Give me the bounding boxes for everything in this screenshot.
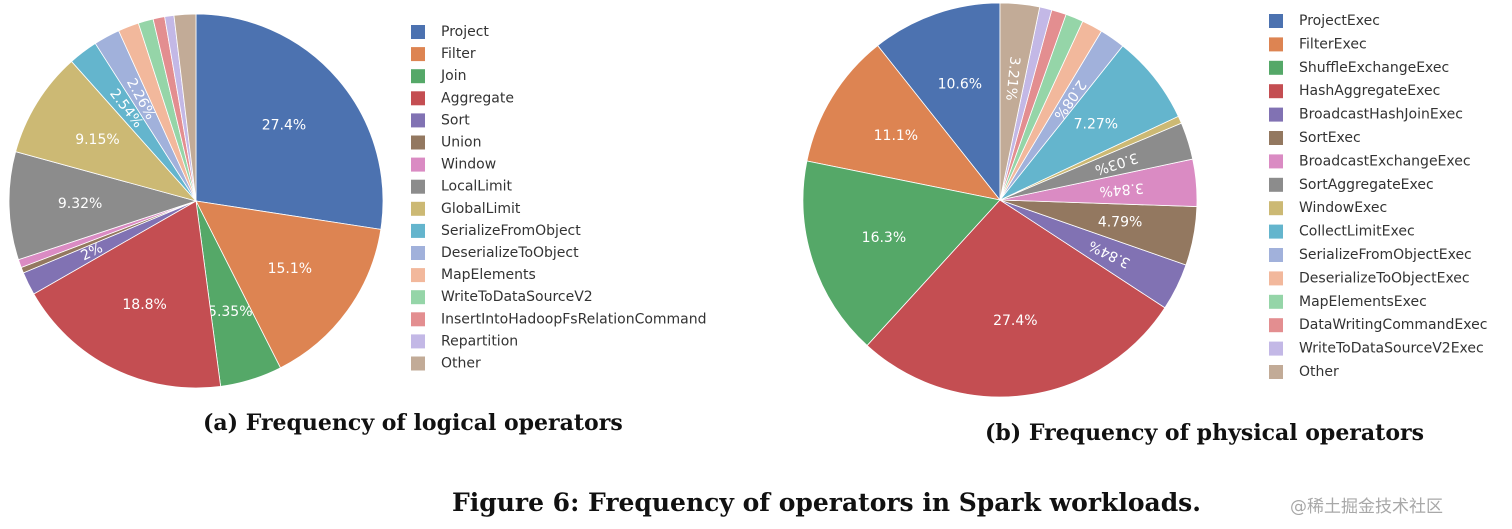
watermark: @稀土掘金技术社区 [1290,497,1443,517]
pie-slice-other [999,2,1041,201]
pie-slice-project [195,13,384,230]
slice-label-sort-exec: 4.79% [1098,214,1142,230]
slice-label-filter-exec: 11.1% [874,128,918,144]
slice-label-filter: 15.1% [268,261,312,277]
legend-swatch-map-elements-exec [1269,294,1283,309]
legend-swatch-broadcast-exchange-exec [1269,154,1283,169]
legend-label-serialize-from-object-exec: SerializeFromObjectExec [1299,247,1472,263]
slice-label-global-limit: 9.15% [75,132,119,148]
slice-label-project-exec: 10.6% [938,77,982,93]
legend-swatch-write-to-data-source-v2-exec [1269,341,1283,356]
legend-swatch-shuffle-exchange-exec [1269,60,1283,75]
pie-slice-hash-aggregate-exec [866,199,1166,398]
pie-slice-local-limit [8,151,198,261]
legend-swatch-union [411,135,425,150]
legend-swatch-global-limit [411,201,425,216]
legend-label-local-limit: LocalLimit [441,179,513,195]
slice-label-collect-limit-exec: 7.27% [1074,116,1118,132]
legend-swatch-filter-exec [1269,37,1283,52]
legend-label-insert-into-hadoop-fs-relation-command: InsertIntoHadoopFsRelationCommand [441,311,707,327]
legend-label-map-elements-exec: MapElementsExec [1299,294,1427,310]
legend-physical-operators: ProjectExec FilterExec ShuffleExchangeExec… [1269,13,1487,380]
legend-swatch-project-exec [1269,14,1283,28]
legend-swatch-map-elements [411,268,425,283]
legend-label-filter-exec: FilterExec [1299,36,1367,52]
pie-slice-shuffle-exchange-exec [802,160,1001,347]
slice-label-shuffle-exchange-exec: 16.3% [862,230,906,246]
legend-swatch-collect-limit-exec [1269,224,1283,239]
subplot-caption-a: (a) Frequency of logical operators [203,410,623,436]
legend-swatch-aggregate [411,91,425,106]
legend-swatch-serialize-from-object [411,223,425,238]
legend-swatch-hash-aggregate-exec [1269,84,1283,99]
legend-label-hash-aggregate-exec: HashAggregateExec [1299,83,1440,99]
legend-label-union: Union [441,135,481,151]
pie-slice-global-limit [15,60,198,202]
pie-slice-other [173,13,197,202]
legend-label-deserialize-to-object-exec: DeserializeToObjectExec [1299,270,1470,286]
legend-label-broadcast-hash-join-exec: BroadcastHashJoinExec [1299,107,1463,123]
legend-label-global-limit: GlobalLimit [441,201,521,217]
slice-label-project: 27.4% [262,118,306,134]
subplot-caption-b: (b) Frequency of physical operators [985,420,1424,446]
slice-label-hash-aggregate-exec: 27.4% [993,313,1037,329]
legend-swatch-local-limit [411,179,425,194]
legend-swatch-project [411,25,425,39]
legend-swatch-deserialize-to-object [411,246,425,260]
legend-label-write-to-data-source-v2-exec: WriteToDataSourceV2Exec [1299,341,1484,357]
pie-slice-filter [195,200,382,369]
legend-label-shuffle-exchange-exec: ShuffleExchangeExec [1299,60,1449,76]
pie-slice-filter-exec [806,45,1001,201]
legend-label-data-writing-command-exec: DataWritingCommandExec [1299,317,1487,333]
figure-caption: Figure 6: Frequency of operators in Spar… [452,488,1201,517]
legend-label-window: Window [441,157,496,173]
slice-label-local-limit: 9.32% [58,196,102,212]
legend-label-other: Other [441,356,481,372]
legend-swatch-deserialize-to-object-exec [1269,271,1283,286]
legend-label-project-exec: ProjectExec [1299,13,1380,29]
legend-swatch-window [411,157,425,172]
legend-label-filter: Filter [441,46,476,62]
slice-label-join: 5.35% [208,304,252,320]
legend-label-aggregate: Aggregate [441,90,514,106]
legend-label-sort-aggregate-exec: SortAggregateExec [1299,177,1434,193]
legend-swatch-sort [411,113,425,128]
legend-label-collect-limit-exec: CollectLimitExec [1299,224,1415,240]
legend-swatch-repartition [411,334,425,349]
legend-label-join: Join [440,68,466,84]
legend-label-sort-exec: SortExec [1299,130,1361,146]
slice-label-aggregate: 18.8% [122,297,166,313]
legend-label-project: Project [441,24,489,40]
slice-label-other: 3.21% [1002,56,1022,102]
legend-swatch-data-writing-command-exec [1269,318,1283,333]
legend-swatch-serialize-from-object-exec [1269,248,1283,262]
legend-swatch-other [1269,365,1283,379]
legend-label-serialize-from-object: SerializeFromObject [441,223,581,239]
legend-swatch-other [411,356,425,371]
legend-swatch-insert-into-hadoop-fs-relation-command [411,312,425,327]
pie-chart-physical-operators: 10.6%11.1%16.3%27.4%3.84%4.79%3.84%3.03%… [802,2,1198,398]
legend-swatch-sort-exec [1269,131,1283,145]
legend-swatch-filter [411,47,425,62]
legend-label-other: Other [1299,364,1339,380]
legend-logical-operators: Project Filter Join Aggregate Sort Union Windo… [411,24,707,372]
legend-label-window-exec: WindowExec [1299,200,1387,216]
pie-slice-aggregate [33,200,222,389]
pie-chart-logical-operators: 27.4%15.1%5.35%18.8%2%9.32%9.15%2.54%2.2… [8,13,384,389]
pie-slice-project-exec [877,2,1001,202]
legend-swatch-sort-aggregate-exec [1269,177,1283,192]
slice-label-broadcast-exchange-exec: 3.84% [1099,179,1145,199]
legend-label-repartition: Repartition [441,333,518,349]
legend-swatch-write-to-data-source-v2 [411,290,425,305]
legend-label-sort: Sort [441,112,470,128]
legend-swatch-window-exec [1269,201,1283,216]
legend-label-broadcast-exchange-exec: BroadcastExchangeExec [1299,153,1471,169]
legend-label-map-elements: MapElements [441,267,536,283]
legend-swatch-broadcast-hash-join-exec [1269,107,1283,122]
legend-swatch-join [411,69,425,84]
legend-label-deserialize-to-object: DeserializeToObject [441,245,579,261]
legend-label-write-to-data-source-v2: WriteToDataSourceV2 [441,289,593,305]
